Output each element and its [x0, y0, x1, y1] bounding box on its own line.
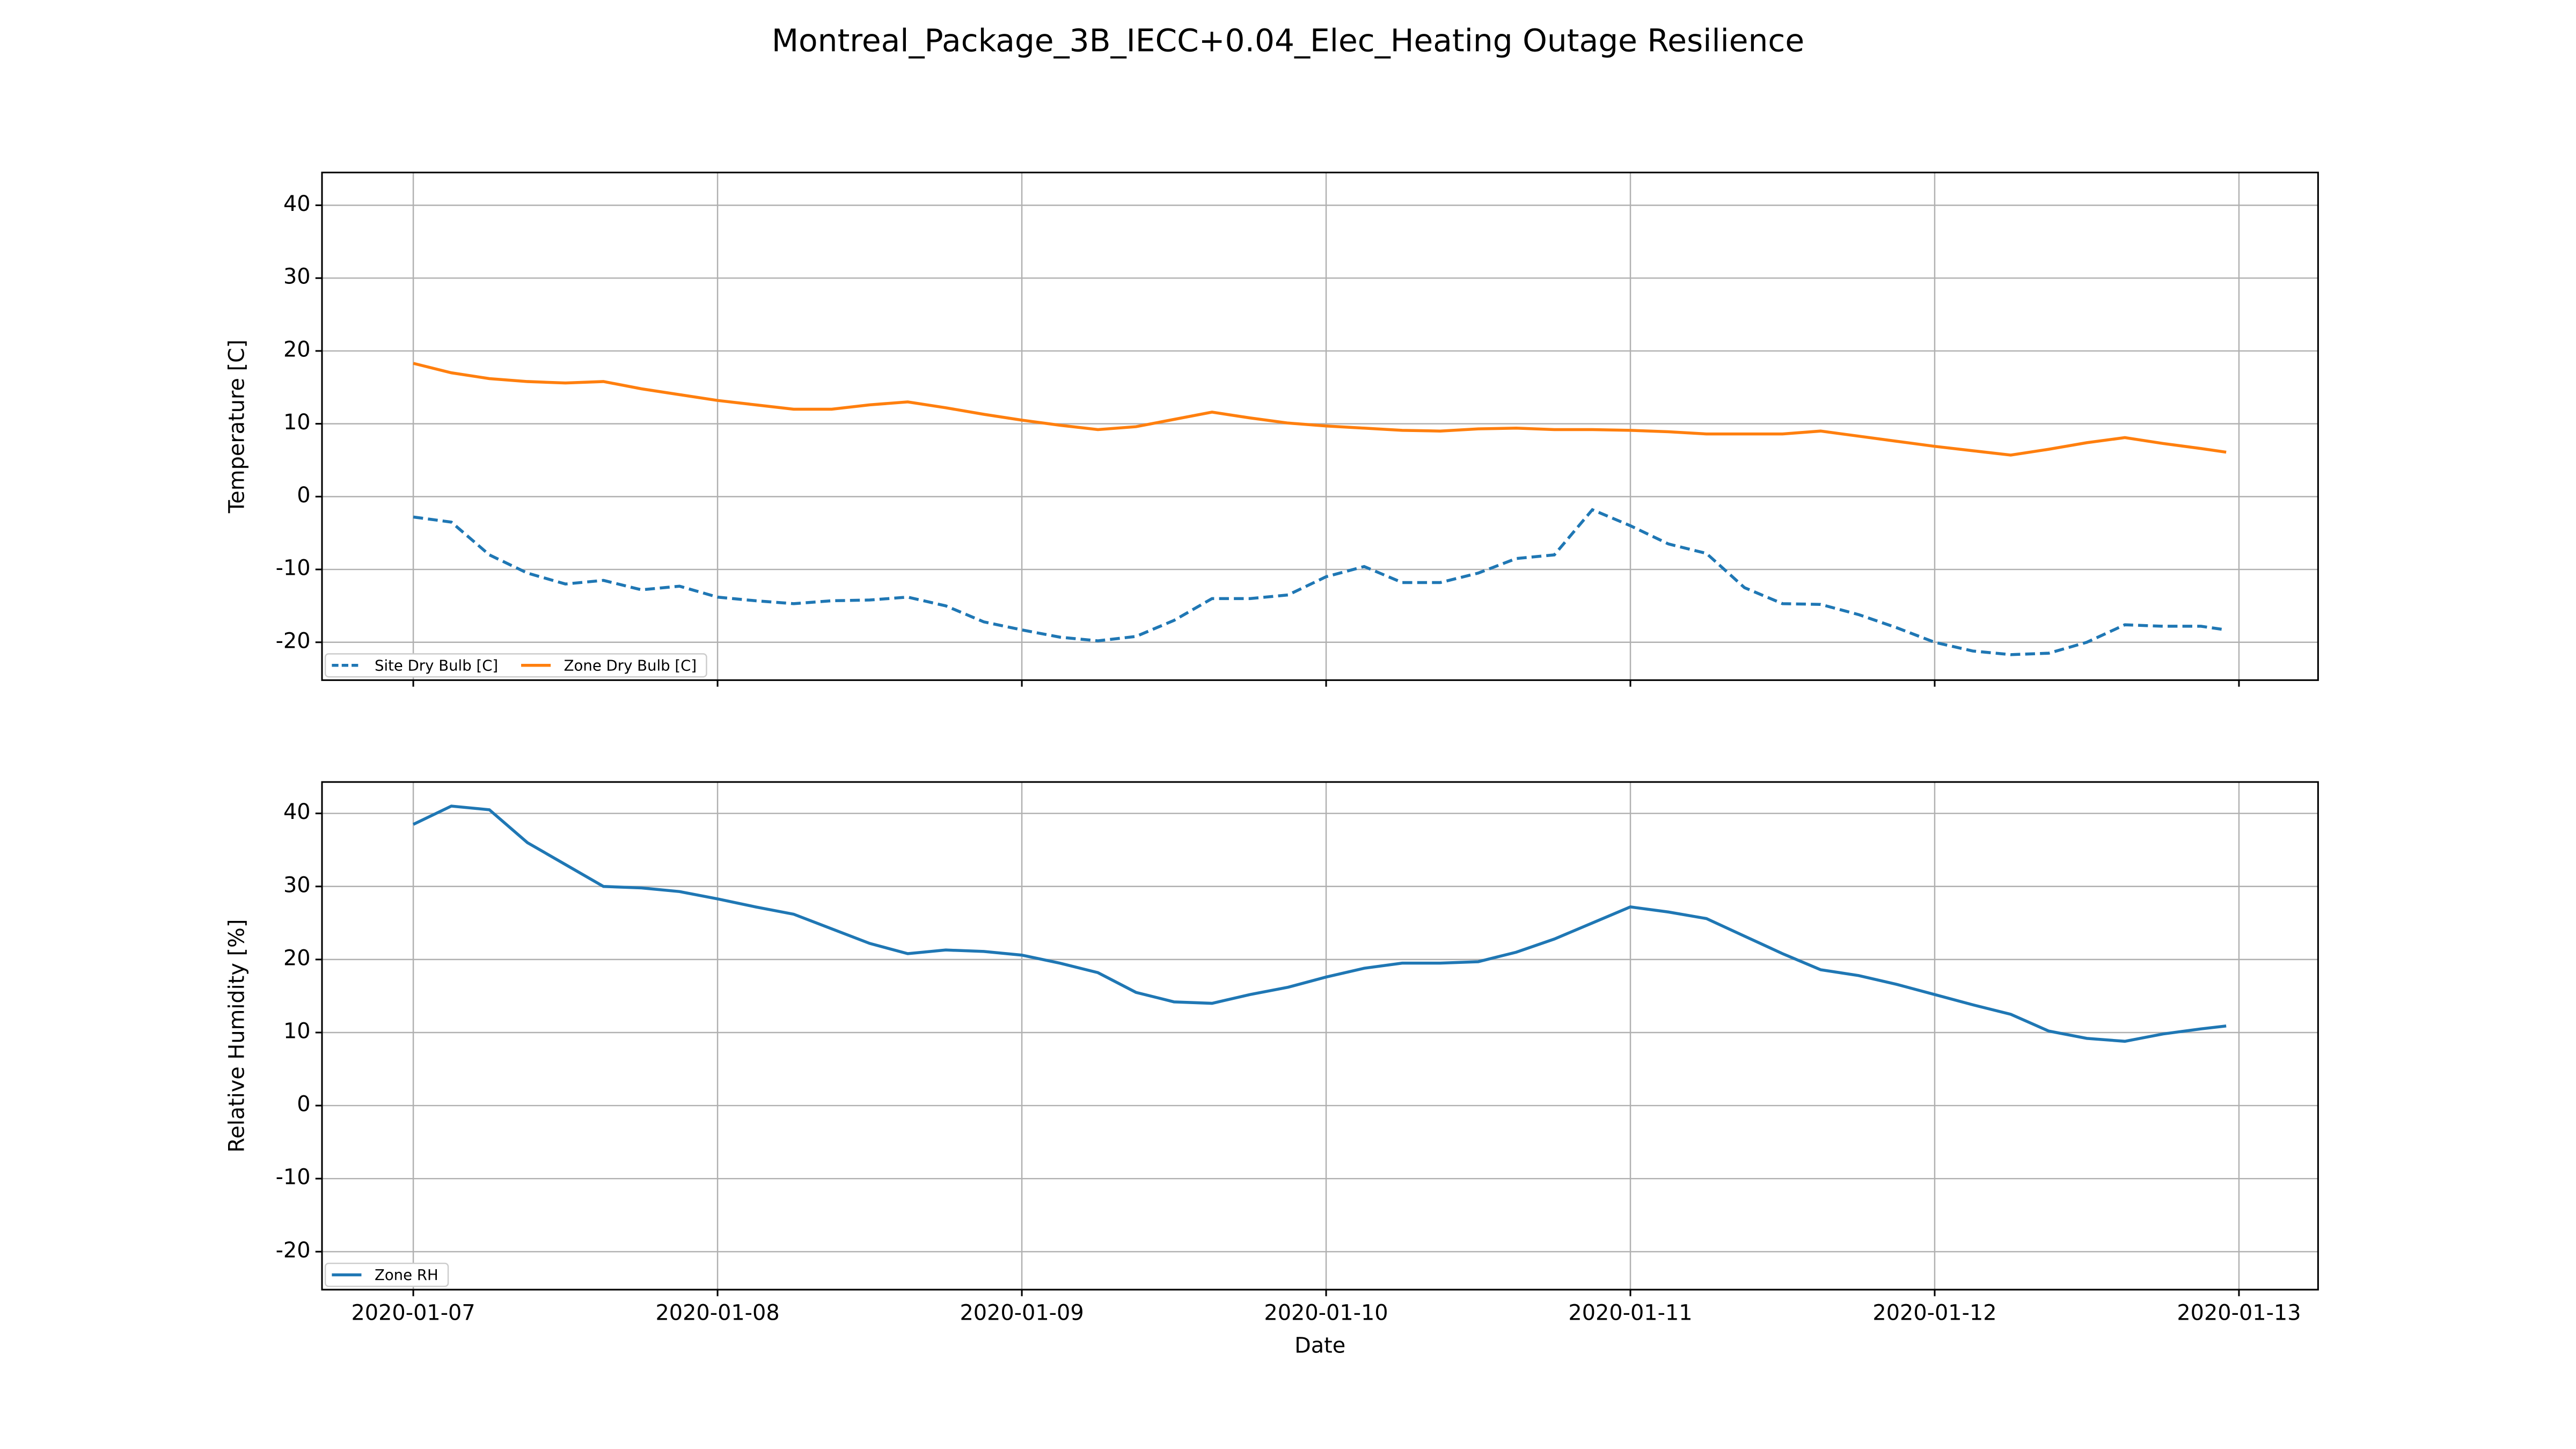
y-axis-label: Temperature [C] — [224, 340, 249, 514]
legend-label: Zone RH — [375, 1267, 438, 1284]
legend-frame — [324, 653, 707, 678]
axes-frame — [321, 781, 2319, 1291]
y-tick-label: -20 — [276, 1238, 311, 1263]
y-tick-label: 30 — [283, 873, 311, 897]
x-tick-label: 2020-01-10 — [1264, 1300, 1388, 1325]
y-tick-label: -10 — [276, 556, 311, 581]
x-tick-label: 2020-01-08 — [655, 1300, 779, 1325]
legend-label: Zone Dry Bulb [C] — [564, 657, 697, 674]
y-tick-label: 20 — [283, 946, 311, 970]
legend-frame — [324, 1262, 449, 1287]
legend: Zone RH — [324, 1262, 449, 1287]
x-tick-label: 2020-01-11 — [1568, 1300, 1692, 1325]
y-tick-label: 20 — [283, 337, 311, 362]
x-tick-label: 2020-01-12 — [1872, 1300, 1996, 1325]
axes-frame — [321, 171, 2319, 681]
y-tick-label: -10 — [276, 1165, 311, 1190]
y-tick-label: 40 — [283, 800, 311, 824]
series-line — [413, 508, 2227, 656]
series-line — [412, 804, 2227, 1043]
x-tick-label: 2020-01-09 — [960, 1300, 1084, 1325]
y-tick-label: 40 — [283, 192, 311, 216]
y-tick-label: 30 — [283, 265, 311, 289]
series-line — [413, 362, 2227, 457]
x-tick-label: 2020-01-07 — [351, 1300, 475, 1325]
y-tick-label: 10 — [283, 410, 311, 435]
x-axis-label: Date — [1294, 1334, 1345, 1358]
x-tick-label: 2020-01-13 — [2177, 1300, 2301, 1325]
y-tick-label: 0 — [297, 1092, 310, 1117]
legend-label: Site Dry Bulb [C] — [375, 657, 498, 674]
y-tick-label: -20 — [276, 628, 311, 653]
y-axis-label: Relative Humidity [%] — [224, 919, 249, 1153]
y-tick-label: 0 — [297, 483, 310, 508]
y-tick-label: 10 — [283, 1019, 311, 1043]
figure-title: Montreal_Package_3B_IECC+0.04_Elec_Heati… — [772, 23, 1804, 59]
legend: Site Dry Bulb [C] Zone Dry Bulb [C] — [324, 653, 707, 678]
